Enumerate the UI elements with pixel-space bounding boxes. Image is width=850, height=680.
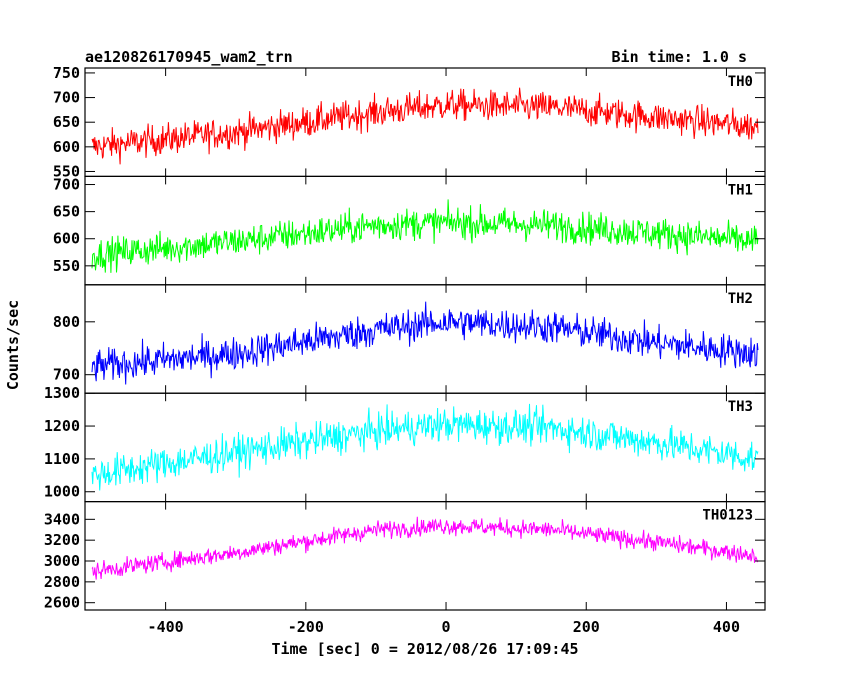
- y-tick-label: 2800: [44, 573, 80, 591]
- y-axis-label: Counts/sec: [4, 300, 22, 390]
- x-tick-label: -200: [288, 618, 324, 636]
- x-tick-label: -400: [148, 618, 184, 636]
- y-tick-label: 3400: [44, 510, 80, 528]
- panel-frame-th2: [84, 284, 766, 394]
- y-tick-label: 1200: [44, 417, 80, 435]
- panel-frame-th0123: [84, 501, 766, 611]
- y-tick-label: 800: [53, 313, 80, 331]
- panel-label-th0123: TH0123: [702, 508, 753, 524]
- panel-frame-th0: [84, 67, 766, 178]
- series-line-th3: [91, 403, 759, 491]
- panel-label-th0: TH0: [728, 74, 753, 90]
- chart-title-right: Bin time: 1.0 s: [612, 48, 747, 66]
- series-line-th0123: [91, 516, 759, 580]
- panels-group: 550 600 650 700 750 TH0 550 600 650 700 TH1 700 800 T…: [44, 64, 766, 636]
- series-line-th1: [91, 199, 759, 273]
- y-tick-label: 600: [53, 138, 80, 156]
- panel-label-th2: TH2: [728, 291, 753, 307]
- y-tick-label: 550: [53, 162, 80, 180]
- y-tick-label: 3000: [44, 552, 80, 570]
- x-tick-label: 0: [442, 618, 451, 636]
- y-tick-label: 1300: [44, 384, 80, 402]
- y-tick-label: 600: [53, 230, 80, 248]
- series-line-th2: [91, 301, 759, 385]
- y-tick-label: 650: [53, 113, 80, 131]
- y-tick-label: 700: [53, 366, 80, 384]
- y-tick-label: 1100: [44, 450, 80, 468]
- y-tick-label: 2600: [44, 594, 80, 612]
- panel-label-th1: TH1: [728, 182, 753, 198]
- y-tick-label: 700: [53, 89, 80, 107]
- chart-title-left: ae120826170945_wam2_trn: [85, 48, 293, 66]
- y-tick-label: 550: [53, 257, 80, 275]
- x-tick-label: 400: [713, 618, 740, 636]
- x-tick-label: 200: [573, 618, 600, 636]
- y-tick-label: 750: [53, 64, 80, 82]
- y-tick-label: 700: [53, 176, 80, 194]
- y-tick-label: 650: [53, 203, 80, 221]
- y-tick-label: 1000: [44, 483, 80, 501]
- y-tick-label: 3200: [44, 531, 80, 549]
- x-axis-label: Time [sec] 0 = 2012/08/26 17:09:45: [271, 640, 578, 658]
- panel-label-th3: TH3: [728, 399, 753, 415]
- series-line-th0: [91, 87, 759, 165]
